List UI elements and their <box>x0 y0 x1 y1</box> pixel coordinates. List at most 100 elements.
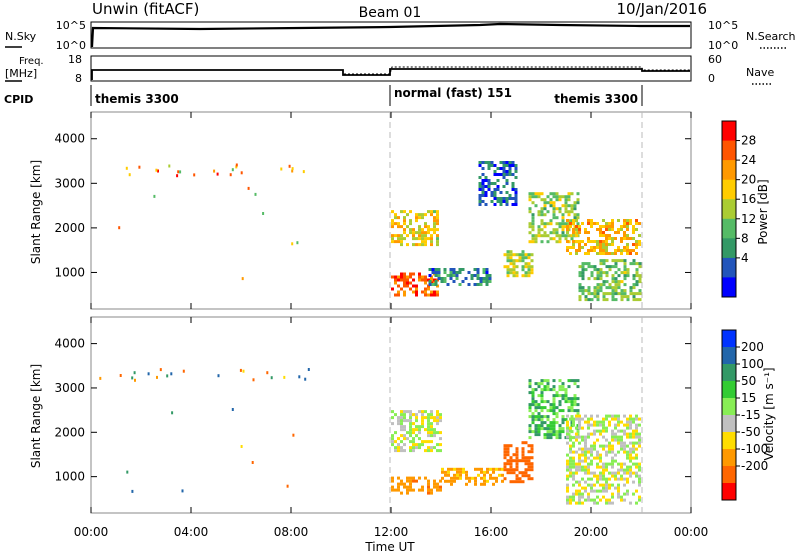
velocity-cell <box>403 416 406 420</box>
power-cell <box>430 210 433 214</box>
power-cell <box>490 200 494 203</box>
velocity-cell <box>503 444 507 448</box>
velocity-cell <box>512 471 516 475</box>
velocity-cell <box>620 441 623 445</box>
power-cell <box>552 195 556 199</box>
velocity-cell <box>575 462 578 466</box>
velocity-cell <box>421 416 424 420</box>
velocity-cell <box>546 379 550 383</box>
power-cell <box>418 225 421 229</box>
velocity-cell <box>518 459 522 463</box>
velocity-cell <box>391 422 394 426</box>
power-cell <box>584 262 588 266</box>
power-cell <box>502 164 506 167</box>
power-cell <box>436 222 439 226</box>
velocity-cell <box>400 482 403 486</box>
velocity-cell <box>391 485 394 489</box>
velocity-cell <box>503 468 507 472</box>
power-cell <box>511 164 515 167</box>
power-cell <box>549 192 553 196</box>
power-cell <box>400 275 403 279</box>
y-tick-label: 2000 <box>54 425 85 439</box>
velocity-cell <box>453 476 456 480</box>
power-cell <box>602 231 605 234</box>
velocity-cell <box>587 417 590 421</box>
velocity-cell <box>623 483 626 487</box>
velocity-cell <box>439 485 442 489</box>
velocity-cell <box>421 488 424 492</box>
power-cell <box>518 253 522 257</box>
velocity-cell <box>635 501 638 505</box>
velocity-point <box>231 408 234 411</box>
velocity-cell <box>400 428 403 432</box>
power-cell <box>421 231 424 235</box>
velocity-cell <box>427 428 430 432</box>
power-cell <box>629 292 633 296</box>
power-cell <box>511 161 515 164</box>
power-cell <box>484 179 488 182</box>
velocity-cell <box>492 467 495 471</box>
power-cell <box>599 231 602 234</box>
velocity-cell <box>495 467 498 471</box>
velocity-cell <box>575 489 578 493</box>
velocity-cell <box>638 480 641 484</box>
power-cell <box>431 271 435 274</box>
velocity-point <box>166 374 169 378</box>
power-cell <box>400 272 403 276</box>
velocity-cell <box>409 485 412 489</box>
power-cell <box>614 277 618 281</box>
velocity-cell <box>424 416 427 420</box>
velocity-cell <box>584 459 587 463</box>
power-cell <box>617 286 621 290</box>
velocity-cell <box>578 483 581 487</box>
power-cell <box>581 222 584 225</box>
velocity-cell <box>486 470 489 474</box>
velocity-cell <box>552 427 556 431</box>
velocity-cell <box>564 400 568 404</box>
velocity-cell <box>593 498 596 502</box>
power-cell <box>412 284 415 288</box>
velocity-cell <box>537 394 541 398</box>
power-cell <box>638 234 641 237</box>
power-cell <box>572 228 575 231</box>
velocity-cell <box>578 447 581 451</box>
freq-unit: [MHz] <box>5 67 37 80</box>
colorbar-swatch <box>722 160 736 181</box>
power-cell <box>566 231 569 234</box>
power-cell <box>406 281 409 285</box>
velocity-cell <box>572 423 575 427</box>
power-cell <box>534 234 538 238</box>
velocity-cell <box>406 410 409 414</box>
colorbar-tick-label: 200 <box>741 340 764 354</box>
velocity-cell <box>427 416 430 420</box>
power-cell <box>549 219 553 223</box>
velocity-cell <box>573 379 577 383</box>
power-cell <box>485 274 489 277</box>
velocity-cell <box>543 379 547 383</box>
power-cell <box>635 274 639 278</box>
velocity-cell <box>530 477 534 481</box>
power-cell <box>434 280 438 283</box>
power-cell <box>508 161 512 164</box>
velocity-cell <box>521 441 525 445</box>
velocity-cell <box>406 485 409 489</box>
velocity-cell <box>614 432 617 436</box>
power-cell <box>614 262 618 266</box>
power-cell <box>617 274 621 278</box>
power-cell <box>632 249 635 252</box>
velocity-cell <box>599 498 602 502</box>
velocity-cell <box>412 422 415 426</box>
power-cell <box>527 268 531 272</box>
colorbar-swatch <box>722 277 736 298</box>
power-cell <box>514 176 518 179</box>
velocity-cell <box>608 414 611 418</box>
power-cell <box>506 256 510 260</box>
velocity-cell <box>412 443 415 447</box>
power-cell <box>608 265 612 269</box>
power-cell <box>391 287 394 291</box>
power-cell <box>427 228 430 232</box>
power-point <box>125 166 128 170</box>
power-cell <box>515 274 519 278</box>
power-cell <box>514 197 518 200</box>
power-cell <box>418 272 421 276</box>
